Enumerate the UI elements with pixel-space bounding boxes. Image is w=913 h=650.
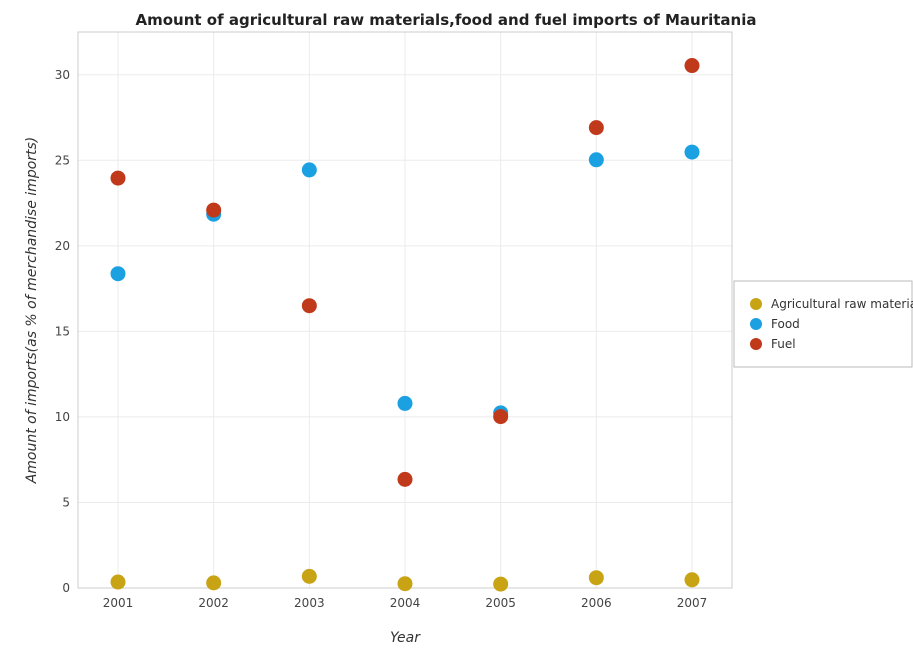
point-agricultural-raw-materials-2005 [493, 576, 509, 592]
legend-label: Fuel [771, 337, 796, 351]
point-agricultural-raw-materials-2004 [397, 576, 413, 592]
y-tick-label: 15 [55, 324, 70, 338]
point-fuel-2001 [110, 170, 126, 186]
point-food-2007 [684, 144, 700, 160]
legend-box [733, 280, 913, 368]
legend: Agricultural raw materials Food Fuel [733, 280, 913, 368]
point-food-2004 [397, 395, 413, 411]
x-tick-label: 2001 [103, 596, 134, 610]
y-tick-label: 0 [62, 581, 70, 595]
x-tick-label: 2006 [581, 596, 612, 610]
point-fuel-2004 [397, 471, 413, 487]
point-fuel-2002 [206, 202, 222, 218]
x-tick-label: 2002 [198, 596, 229, 610]
point-food-2006 [588, 152, 604, 168]
x-axis-label: Year [390, 630, 421, 646]
point-fuel-2005 [493, 409, 509, 425]
x-axis-ticks: 2001 2002 2003 2004 2005 2006 2007 [103, 596, 708, 610]
y-tick-label: 25 [55, 153, 70, 167]
point-agricultural-raw-materials-2006 [588, 570, 604, 586]
chart-title: Amount of agricultural raw materials,foo… [136, 11, 757, 29]
y-tick-label: 10 [55, 410, 70, 424]
point-agricultural-raw-materials-2003 [301, 568, 317, 584]
y-tick-label: 20 [55, 239, 70, 253]
x-tick-label: 2003 [294, 596, 325, 610]
y-tick-label: 5 [62, 495, 70, 509]
point-food-2003 [301, 162, 317, 178]
legend-marker [750, 298, 762, 310]
point-agricultural-raw-materials-2007 [684, 572, 700, 588]
x-tick-label: 2007 [677, 596, 708, 610]
y-tick-label: 30 [55, 68, 70, 82]
point-agricultural-raw-materials-2002 [206, 575, 222, 591]
point-fuel-2003 [301, 298, 317, 314]
y-axis-ticks: 0 5 10 15 20 25 30 [55, 68, 70, 595]
x-tick-label: 2004 [390, 596, 421, 610]
point-fuel-2006 [588, 120, 604, 136]
data-points [110, 58, 700, 592]
point-agricultural-raw-materials-2001 [110, 574, 126, 590]
x-tick-label: 2005 [485, 596, 516, 610]
y-axis-label: Amount of imports(as % of merchandise im… [24, 137, 40, 485]
legend-marker [750, 338, 762, 350]
legend-marker [750, 318, 762, 330]
point-fuel-2007 [684, 58, 700, 74]
point-food-2001 [110, 266, 126, 282]
grid [78, 32, 732, 589]
legend-label: Food [771, 317, 800, 331]
legend-label: Agricultural raw materials [771, 297, 913, 311]
